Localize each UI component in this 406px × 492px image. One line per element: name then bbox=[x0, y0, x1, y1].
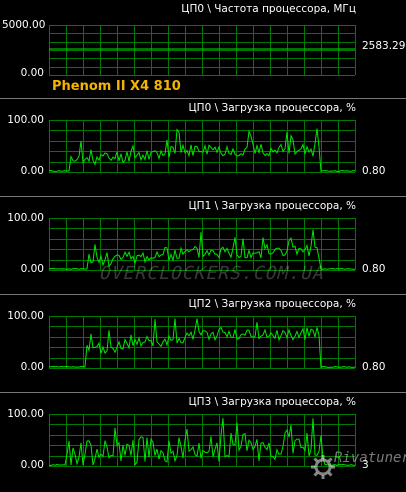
panel-cpu2-load: ЦП2 \ Загрузка процессора, % 100.00 0.00… bbox=[0, 294, 406, 393]
graph-trace bbox=[48, 229, 356, 271]
panel-cpu0-frequency: ЦП0 \ Частота процессора, МГц 5000.00 0.… bbox=[0, 0, 406, 97]
graph-trace bbox=[49, 318, 356, 369]
cpu-name: Phenom II X4 810 bbox=[52, 79, 181, 94]
rivatuner-watermark: Rivatuner bbox=[310, 448, 406, 488]
current-value: 2583.29 bbox=[362, 40, 406, 52]
panel-cpu1-load: ЦП1 \ Загрузка процессора, % 100.00 0.00… bbox=[0, 196, 406, 295]
panel-title: ЦП0 \ Частота процессора, МГц bbox=[181, 3, 356, 15]
y-min-label: 0.00 bbox=[20, 165, 44, 177]
current-value: 0.80 bbox=[362, 361, 386, 373]
panel-title: ЦП0 \ Загрузка процессора, % bbox=[188, 102, 356, 114]
watermark-logo: OVERCLOCKERS.COM.UA bbox=[97, 263, 328, 284]
y-max-label: 5000.00 bbox=[2, 19, 46, 31]
cpu2-load-graph bbox=[49, 316, 356, 369]
rivatuner-text: Rivatuner bbox=[334, 450, 406, 466]
y-min-label: 0.00 bbox=[20, 263, 44, 275]
gear-icon bbox=[311, 455, 335, 479]
panel-title: ЦП3 \ Загрузка процессора, % bbox=[188, 396, 356, 408]
panel-title: ЦП1 \ Загрузка процессора, % bbox=[188, 200, 356, 212]
current-value: 3 bbox=[362, 459, 369, 471]
panel-cpu0-load: ЦП0 \ Загрузка процессора, % 100.00 0.00… bbox=[0, 98, 406, 197]
y-max-label: 100.00 bbox=[7, 310, 44, 322]
frequency-graph bbox=[49, 25, 356, 76]
cpu1-load-graph bbox=[48, 218, 356, 271]
panel-title: ЦП2 \ Загрузка процессора, % bbox=[188, 298, 356, 310]
y-min-label: 0.00 bbox=[20, 67, 44, 79]
panel-cpu3-load: ЦП3 \ Загрузка процессора, % 100.00 0.00… bbox=[0, 392, 406, 492]
cpu0-load-graph bbox=[48, 120, 356, 173]
current-value: 0.80 bbox=[362, 263, 386, 275]
graph-trace bbox=[48, 418, 356, 467]
y-max-label: 100.00 bbox=[7, 408, 44, 420]
graph-trace bbox=[48, 128, 356, 172]
current-value: 0.80 bbox=[362, 165, 386, 177]
cpu3-load-graph bbox=[48, 414, 356, 467]
y-min-label: 0.00 bbox=[20, 459, 44, 471]
y-min-label: 0.00 bbox=[20, 361, 44, 373]
y-max-label: 100.00 bbox=[7, 212, 44, 224]
y-max-label: 100.00 bbox=[7, 114, 44, 126]
